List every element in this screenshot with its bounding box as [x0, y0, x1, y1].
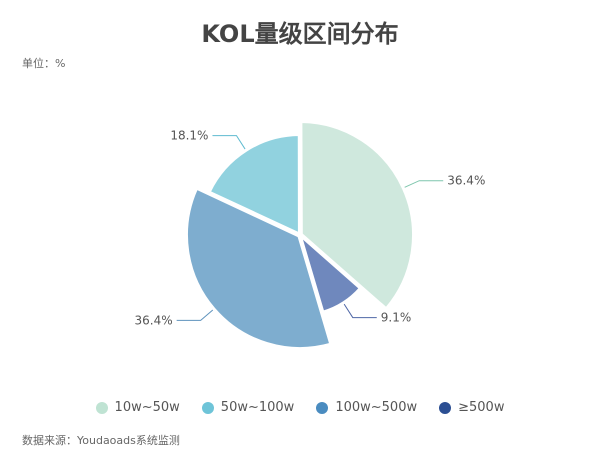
leader-line: [343, 303, 377, 319]
legend: 10w~50w 50w~100w 100w~500w ≥500w: [0, 400, 600, 415]
slice-value-label: 36.4%: [135, 313, 173, 327]
slice-value-label: 9.1%: [381, 311, 412, 325]
leader-line: [404, 180, 444, 188]
legend-label: 10w~50w: [114, 400, 180, 415]
legend-swatch: [95, 401, 108, 414]
legend-label: ≥500w: [458, 400, 505, 415]
pie-slice[interactable]: [300, 121, 415, 310]
chart-title: KOL量级区间分布: [201, 20, 399, 48]
leader-line: [176, 309, 214, 321]
legend-swatch: [439, 401, 452, 414]
legend-swatch: [201, 401, 214, 414]
slice-value-label: 18.1%: [170, 129, 208, 143]
pie-slice[interactable]: [300, 235, 361, 313]
slice-value-label: 36.4%: [447, 174, 485, 188]
legend-label: 50w~100w: [220, 400, 295, 415]
legend-swatch: [316, 401, 329, 414]
leader-line: [212, 135, 246, 150]
pie-slice[interactable]: [208, 134, 300, 235]
data-source: 数据来源：Youdaoads系统监测: [22, 434, 180, 447]
unit-label: 单位：%: [22, 57, 66, 70]
legend-item-500w-plus[interactable]: ≥500w: [439, 400, 504, 415]
legend-item-10w-50w[interactable]: 10w~50w: [95, 400, 180, 415]
legend-item-100w-500w[interactable]: 100w~500w: [316, 400, 417, 415]
pie-slice[interactable]: [186, 187, 332, 349]
legend-item-50w-100w[interactable]: 50w~100w: [201, 400, 295, 415]
legend-label: 100w~500w: [335, 400, 418, 415]
